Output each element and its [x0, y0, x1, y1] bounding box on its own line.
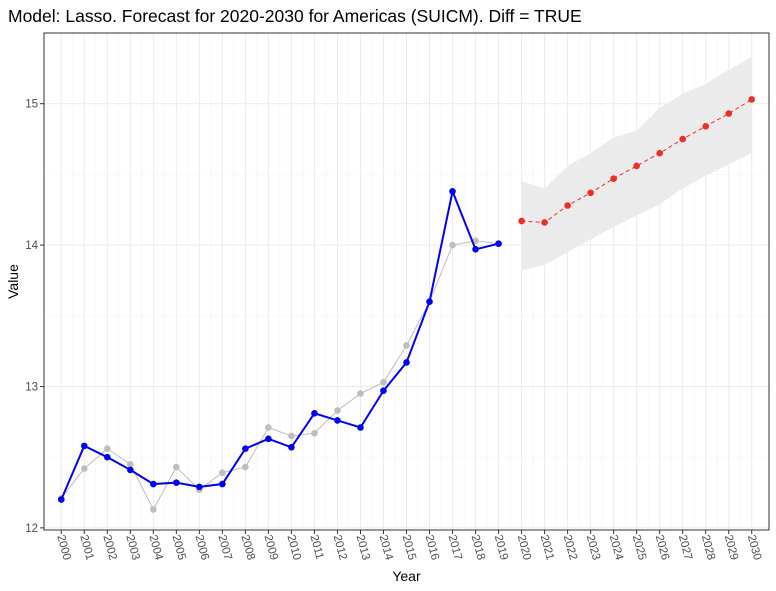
x-tick-label: 2011: [308, 534, 326, 561]
x-tick-label: 2003: [123, 534, 141, 562]
y-tick-label: 12: [25, 523, 38, 535]
data-point-forecast: [518, 217, 525, 225]
x-tick-label: 2012: [331, 534, 349, 562]
x-tick-label: 2014: [377, 534, 395, 562]
data-point-actual: [311, 429, 318, 437]
x-tick-label: 2015: [400, 534, 418, 562]
data-point-fitted: [449, 188, 456, 195]
x-tick-label: 2013: [354, 534, 372, 562]
data-point-actual: [80, 465, 88, 472]
x-tick-label: 2018: [469, 534, 487, 562]
x-tick-label: 2022: [561, 534, 579, 562]
x-tick-label: 2029: [722, 534, 740, 562]
data-point-fitted: [173, 479, 180, 486]
y-axis-label: Value: [5, 264, 21, 299]
x-tick-label: 2007: [215, 534, 233, 562]
x-tick-label: 2006: [192, 534, 210, 562]
x-tick-label: 2028: [699, 534, 717, 562]
series-line-forecast: [521, 99, 752, 223]
series-line-fitted: [60, 187, 499, 500]
data-point-forecast: [633, 162, 640, 170]
data-point-actual: [288, 432, 295, 440]
data-point-actual: [403, 342, 410, 349]
data-point-fitted: [357, 424, 364, 431]
x-tick-label: 2023: [584, 534, 602, 562]
data-point-fitted: [196, 483, 203, 491]
x-tick-label: 2030: [745, 534, 763, 562]
data-point-fitted: [150, 480, 157, 488]
x-tick-label: 2024: [607, 534, 625, 562]
x-tick-label: 2010: [285, 534, 303, 562]
data-point-fitted: [334, 417, 341, 424]
x-tick-label: 2009: [262, 534, 280, 562]
x-tick-label: 2005: [169, 534, 187, 562]
x-tick-label: 2027: [676, 534, 694, 562]
x-tick-label: 2002: [100, 534, 118, 562]
x-axis-label: Year: [392, 568, 421, 584]
data-point-actual: [127, 460, 134, 468]
data-point-forecast: [679, 135, 686, 143]
data-point-fitted: [472, 246, 479, 253]
data-point-forecast: [564, 202, 571, 209]
data-point-fitted: [219, 480, 226, 488]
x-tick-label: 2025: [630, 534, 648, 562]
x-tick-label: 2000: [54, 534, 72, 562]
data-point-fitted: [426, 298, 433, 305]
data-point-fitted: [80, 442, 88, 450]
x-tick-label: 2017: [446, 534, 464, 562]
data-point-fitted: [403, 359, 410, 366]
data-point-actual: [242, 463, 249, 471]
data-point-fitted: [495, 240, 502, 247]
data-point-forecast: [587, 189, 594, 197]
grid-lines: [44, 33, 769, 530]
data-point-actual: [265, 424, 272, 431]
data-point-forecast: [656, 149, 663, 157]
y-tick-label: 13: [25, 381, 38, 393]
x-tick-label: 2026: [653, 534, 671, 562]
series-group: [57, 96, 756, 513]
data-point-fitted: [242, 445, 249, 452]
x-tick-label: 2020: [515, 534, 533, 562]
data-point-forecast: [702, 123, 710, 130]
data-point-fitted: [380, 387, 387, 395]
x-tick-label: 2004: [146, 534, 164, 562]
data-point-actual: [219, 469, 226, 477]
data-point-fitted: [265, 435, 272, 443]
x-tick-label: 2019: [492, 534, 510, 562]
chart-title: Model: Lasso. Forecast for 2020-2030 for…: [8, 6, 582, 26]
data-point-actual: [334, 407, 341, 414]
data-point-fitted: [311, 410, 318, 417]
data-point-actual: [380, 378, 387, 386]
data-point-forecast: [610, 175, 617, 182]
y-tick-label: 14: [25, 240, 38, 252]
x-tick-label: 2008: [238, 534, 256, 562]
data-point-actual: [357, 390, 364, 397]
x-tick-label: 2021: [538, 534, 556, 562]
data-point-fitted: [57, 496, 65, 503]
data-point-actual: [173, 463, 180, 471]
data-point-fitted: [127, 466, 134, 474]
data-point-forecast: [748, 96, 756, 103]
x-tick-label: 2016: [423, 534, 441, 562]
data-point-actual: [103, 445, 111, 452]
data-point-actual: [449, 241, 456, 249]
data-point-forecast: [541, 219, 548, 226]
x-tick-label: 2001: [77, 534, 95, 562]
data-point-forecast: [725, 110, 733, 117]
data-point-fitted: [288, 443, 295, 451]
data-point-fitted: [103, 453, 111, 461]
y-tick-label: 15: [25, 99, 38, 111]
data-point-actual: [150, 506, 157, 513]
